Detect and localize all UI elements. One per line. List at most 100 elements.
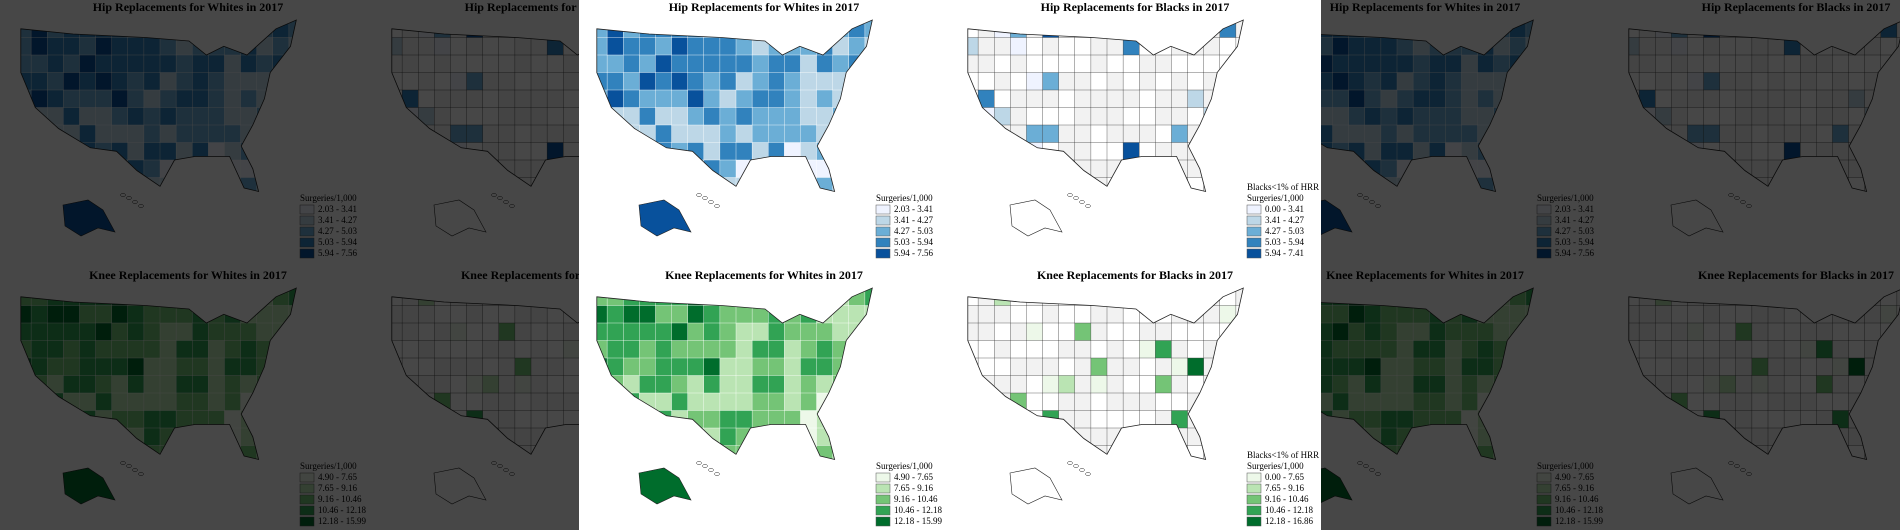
region	[735, 357, 753, 376]
region	[1106, 375, 1124, 394]
legend-label: 12.18 - 16.86	[1265, 516, 1313, 526]
alaska	[638, 199, 692, 237]
region	[639, 322, 656, 341]
region	[719, 124, 737, 143]
region	[1187, 54, 1205, 73]
region	[784, 322, 801, 341]
legend-label: 4.27 - 5.03	[1265, 226, 1304, 236]
region	[1171, 340, 1189, 359]
region	[784, 107, 801, 126]
region	[639, 305, 656, 324]
region	[1235, 20, 1244, 38]
region	[623, 72, 640, 91]
legend-label: 5.03 - 5.94	[1265, 237, 1304, 247]
region	[1235, 288, 1244, 306]
region	[751, 54, 769, 73]
region	[816, 322, 834, 341]
region	[671, 124, 689, 143]
region	[800, 357, 818, 376]
region	[687, 107, 705, 126]
region	[751, 107, 769, 126]
region	[1106, 142, 1124, 161]
region	[703, 392, 721, 411]
hawaii	[1085, 472, 1091, 476]
legend-title: Surgeries/1,000	[1247, 461, 1304, 471]
region	[735, 392, 753, 411]
region	[703, 305, 721, 324]
region	[751, 124, 769, 143]
region	[639, 72, 656, 91]
region	[639, 107, 656, 126]
region	[719, 89, 737, 108]
alaska	[638, 467, 692, 505]
hawaii	[1067, 193, 1073, 197]
region	[1090, 375, 1108, 394]
region	[1155, 340, 1172, 359]
legend-swatch	[1246, 483, 1262, 494]
legend-label: 5.03 - 5.94	[894, 237, 933, 247]
legend-title: Surgeries/1,000	[1247, 193, 1304, 203]
region	[1058, 305, 1076, 324]
region	[1042, 340, 1060, 359]
region	[1106, 89, 1124, 108]
region	[719, 37, 737, 56]
region	[1042, 72, 1060, 91]
legend-label: 2.03 - 3.41	[894, 204, 933, 214]
region	[1155, 89, 1172, 108]
region	[994, 89, 1011, 108]
region	[768, 107, 785, 126]
region	[1106, 392, 1124, 411]
region	[1058, 340, 1076, 359]
region	[864, 20, 873, 38]
region	[994, 54, 1011, 73]
region	[768, 89, 785, 108]
legend-swatch	[1246, 248, 1262, 259]
region	[1090, 427, 1108, 446]
legend-swatch	[875, 472, 891, 483]
legend-label: 3.41 - 4.27	[894, 215, 933, 225]
region	[735, 340, 753, 359]
region	[784, 124, 801, 143]
legend-note: Blacks<1% of HRR	[1247, 450, 1319, 460]
region	[1122, 375, 1140, 394]
region	[1074, 340, 1092, 359]
region	[1106, 322, 1124, 341]
region	[671, 107, 689, 126]
region	[800, 89, 818, 108]
region	[1171, 375, 1189, 394]
region	[994, 37, 1011, 56]
region	[1106, 54, 1124, 73]
region	[768, 124, 785, 143]
region	[800, 54, 818, 73]
region	[655, 322, 673, 341]
region	[784, 89, 801, 108]
region	[1171, 392, 1189, 411]
region	[623, 322, 640, 341]
region	[1010, 107, 1027, 126]
legend-label: 10.46 - 12.18	[894, 505, 942, 515]
legend-swatch	[875, 483, 891, 494]
region	[1171, 322, 1189, 341]
hawaii	[714, 204, 720, 208]
legend-title: Surgeries/1,000	[876, 461, 933, 471]
legend-swatch	[875, 516, 891, 527]
hawaii	[1073, 196, 1079, 200]
region	[800, 322, 818, 341]
region	[1090, 89, 1108, 108]
region	[1106, 72, 1124, 91]
region	[1090, 107, 1108, 126]
region	[703, 340, 721, 359]
region	[655, 107, 673, 126]
region	[994, 357, 1011, 376]
region	[1042, 54, 1060, 73]
region	[639, 54, 656, 73]
region	[1171, 54, 1189, 73]
region	[1106, 357, 1124, 376]
hawaii	[1073, 464, 1079, 468]
region	[703, 410, 721, 429]
legend-label: 4.27 - 5.03	[894, 226, 933, 236]
region	[735, 124, 753, 143]
legend-swatch	[875, 505, 891, 516]
legend-label: 10.46 - 12.18	[1265, 505, 1313, 515]
